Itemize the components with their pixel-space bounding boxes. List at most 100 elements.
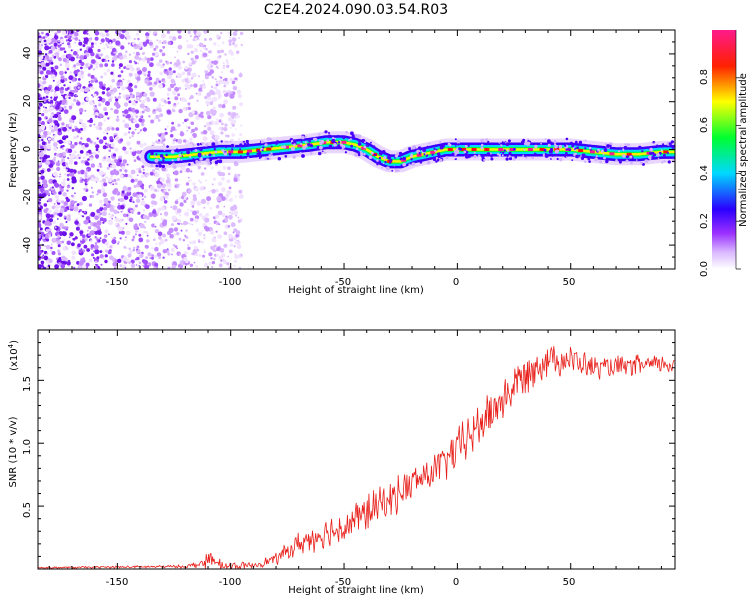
noise-cell	[197, 192, 200, 195]
noise-cell	[166, 30, 170, 34]
spec-ytick-label: -20	[22, 189, 33, 205]
noise-cell	[108, 149, 111, 152]
ridge-speckle	[498, 141, 501, 144]
noise-cell	[104, 241, 109, 246]
noise-cell	[142, 171, 146, 175]
ridge-speckle	[381, 166, 384, 169]
noise-cell	[211, 76, 215, 79]
noise-cell	[45, 213, 51, 219]
noise-cell	[167, 100, 171, 105]
noise-cell	[173, 137, 176, 141]
noise-cell	[176, 232, 180, 236]
noise-cell	[38, 47, 41, 51]
noise-cell	[239, 133, 243, 137]
noise-cell	[160, 206, 166, 211]
noise-cell	[183, 251, 188, 255]
ridge-speckle	[211, 142, 216, 147]
noise-cell	[55, 203, 61, 209]
noise-cell	[100, 204, 103, 208]
noise-cell	[84, 109, 87, 112]
noise-cell	[52, 158, 56, 162]
snr-ytick-label: 0.5	[22, 502, 33, 518]
noise-cell	[85, 216, 91, 221]
ridge-speckle	[412, 149, 415, 153]
noise-cell	[63, 238, 66, 241]
noise-cell	[167, 97, 170, 100]
noise-cell	[222, 61, 225, 65]
noise-cell	[60, 86, 64, 91]
noise-cell	[125, 230, 131, 236]
noise-cell	[45, 160, 51, 166]
noise-cell	[111, 63, 115, 67]
spectrogram-ticks	[38, 29, 675, 270]
noise-cell	[106, 46, 109, 49]
noise-cell	[107, 246, 109, 248]
ridge-speckle	[350, 144, 353, 148]
noise-cell	[178, 253, 181, 256]
noise-cell	[175, 139, 178, 142]
noise-cell	[61, 147, 64, 150]
ridge-speckle	[543, 148, 547, 152]
snr-ytick-label: 1.0	[22, 439, 33, 455]
noise-cell	[110, 160, 115, 165]
noise-cell	[221, 177, 225, 181]
noise-cell	[124, 173, 128, 178]
ridge-speckle	[239, 148, 242, 151]
noise-cell	[101, 58, 105, 62]
spec-xtick-label: 50	[563, 277, 576, 288]
ridge-speckle	[257, 151, 262, 156]
noise-cell	[154, 254, 158, 258]
noise-cell	[46, 60, 49, 64]
noise-cell	[105, 32, 110, 37]
noise-cell	[129, 93, 132, 96]
colorbar-gradient	[712, 30, 736, 269]
noise-cell	[50, 246, 53, 250]
noise-cell	[227, 255, 230, 258]
noise-cell	[105, 38, 110, 42]
noise-cell	[212, 63, 215, 66]
noise-cell	[166, 187, 168, 189]
noise-cell	[104, 54, 110, 60]
noise-cell	[177, 219, 182, 224]
noise-cell	[237, 219, 241, 223]
noise-cell	[110, 143, 115, 148]
noise-cell	[142, 67, 147, 72]
ridge-speckle	[435, 156, 438, 160]
noise-cell	[181, 223, 183, 225]
noise-cell	[193, 246, 198, 250]
noise-cell	[61, 161, 67, 167]
noise-cell	[162, 45, 166, 49]
noise-cell	[104, 128, 108, 132]
noise-cell	[198, 38, 201, 41]
noise-cell	[143, 195, 147, 199]
noise-cell	[107, 177, 113, 183]
noise-cell	[38, 256, 41, 261]
noise-cell	[104, 259, 108, 264]
noise-cell	[205, 213, 209, 217]
noise-cell	[183, 257, 188, 262]
noise-cell	[228, 249, 233, 254]
noise-cell	[50, 30, 54, 33]
noise-cell	[225, 59, 229, 63]
noise-cell	[151, 45, 154, 48]
ridge-speckle	[162, 159, 165, 162]
ridge-speckle	[243, 142, 247, 146]
noise-cell	[161, 220, 167, 227]
noise-cell	[222, 66, 226, 70]
ridge-speckle	[505, 142, 510, 146]
ridge-speckle	[277, 157, 281, 161]
noise-cell	[100, 263, 103, 266]
ridge-speckle	[398, 151, 403, 156]
noise-cell	[157, 119, 161, 122]
noise-cell	[191, 223, 194, 226]
noise-cell	[180, 229, 183, 232]
noise-cell	[109, 85, 113, 89]
ridge-speckle	[328, 132, 330, 134]
noise-cell	[39, 187, 44, 192]
noise-cell	[38, 245, 42, 251]
ridge-speckle	[463, 153, 466, 157]
noise-cell	[109, 136, 113, 140]
ridge-speckle	[299, 151, 302, 155]
noise-cell	[38, 201, 41, 205]
